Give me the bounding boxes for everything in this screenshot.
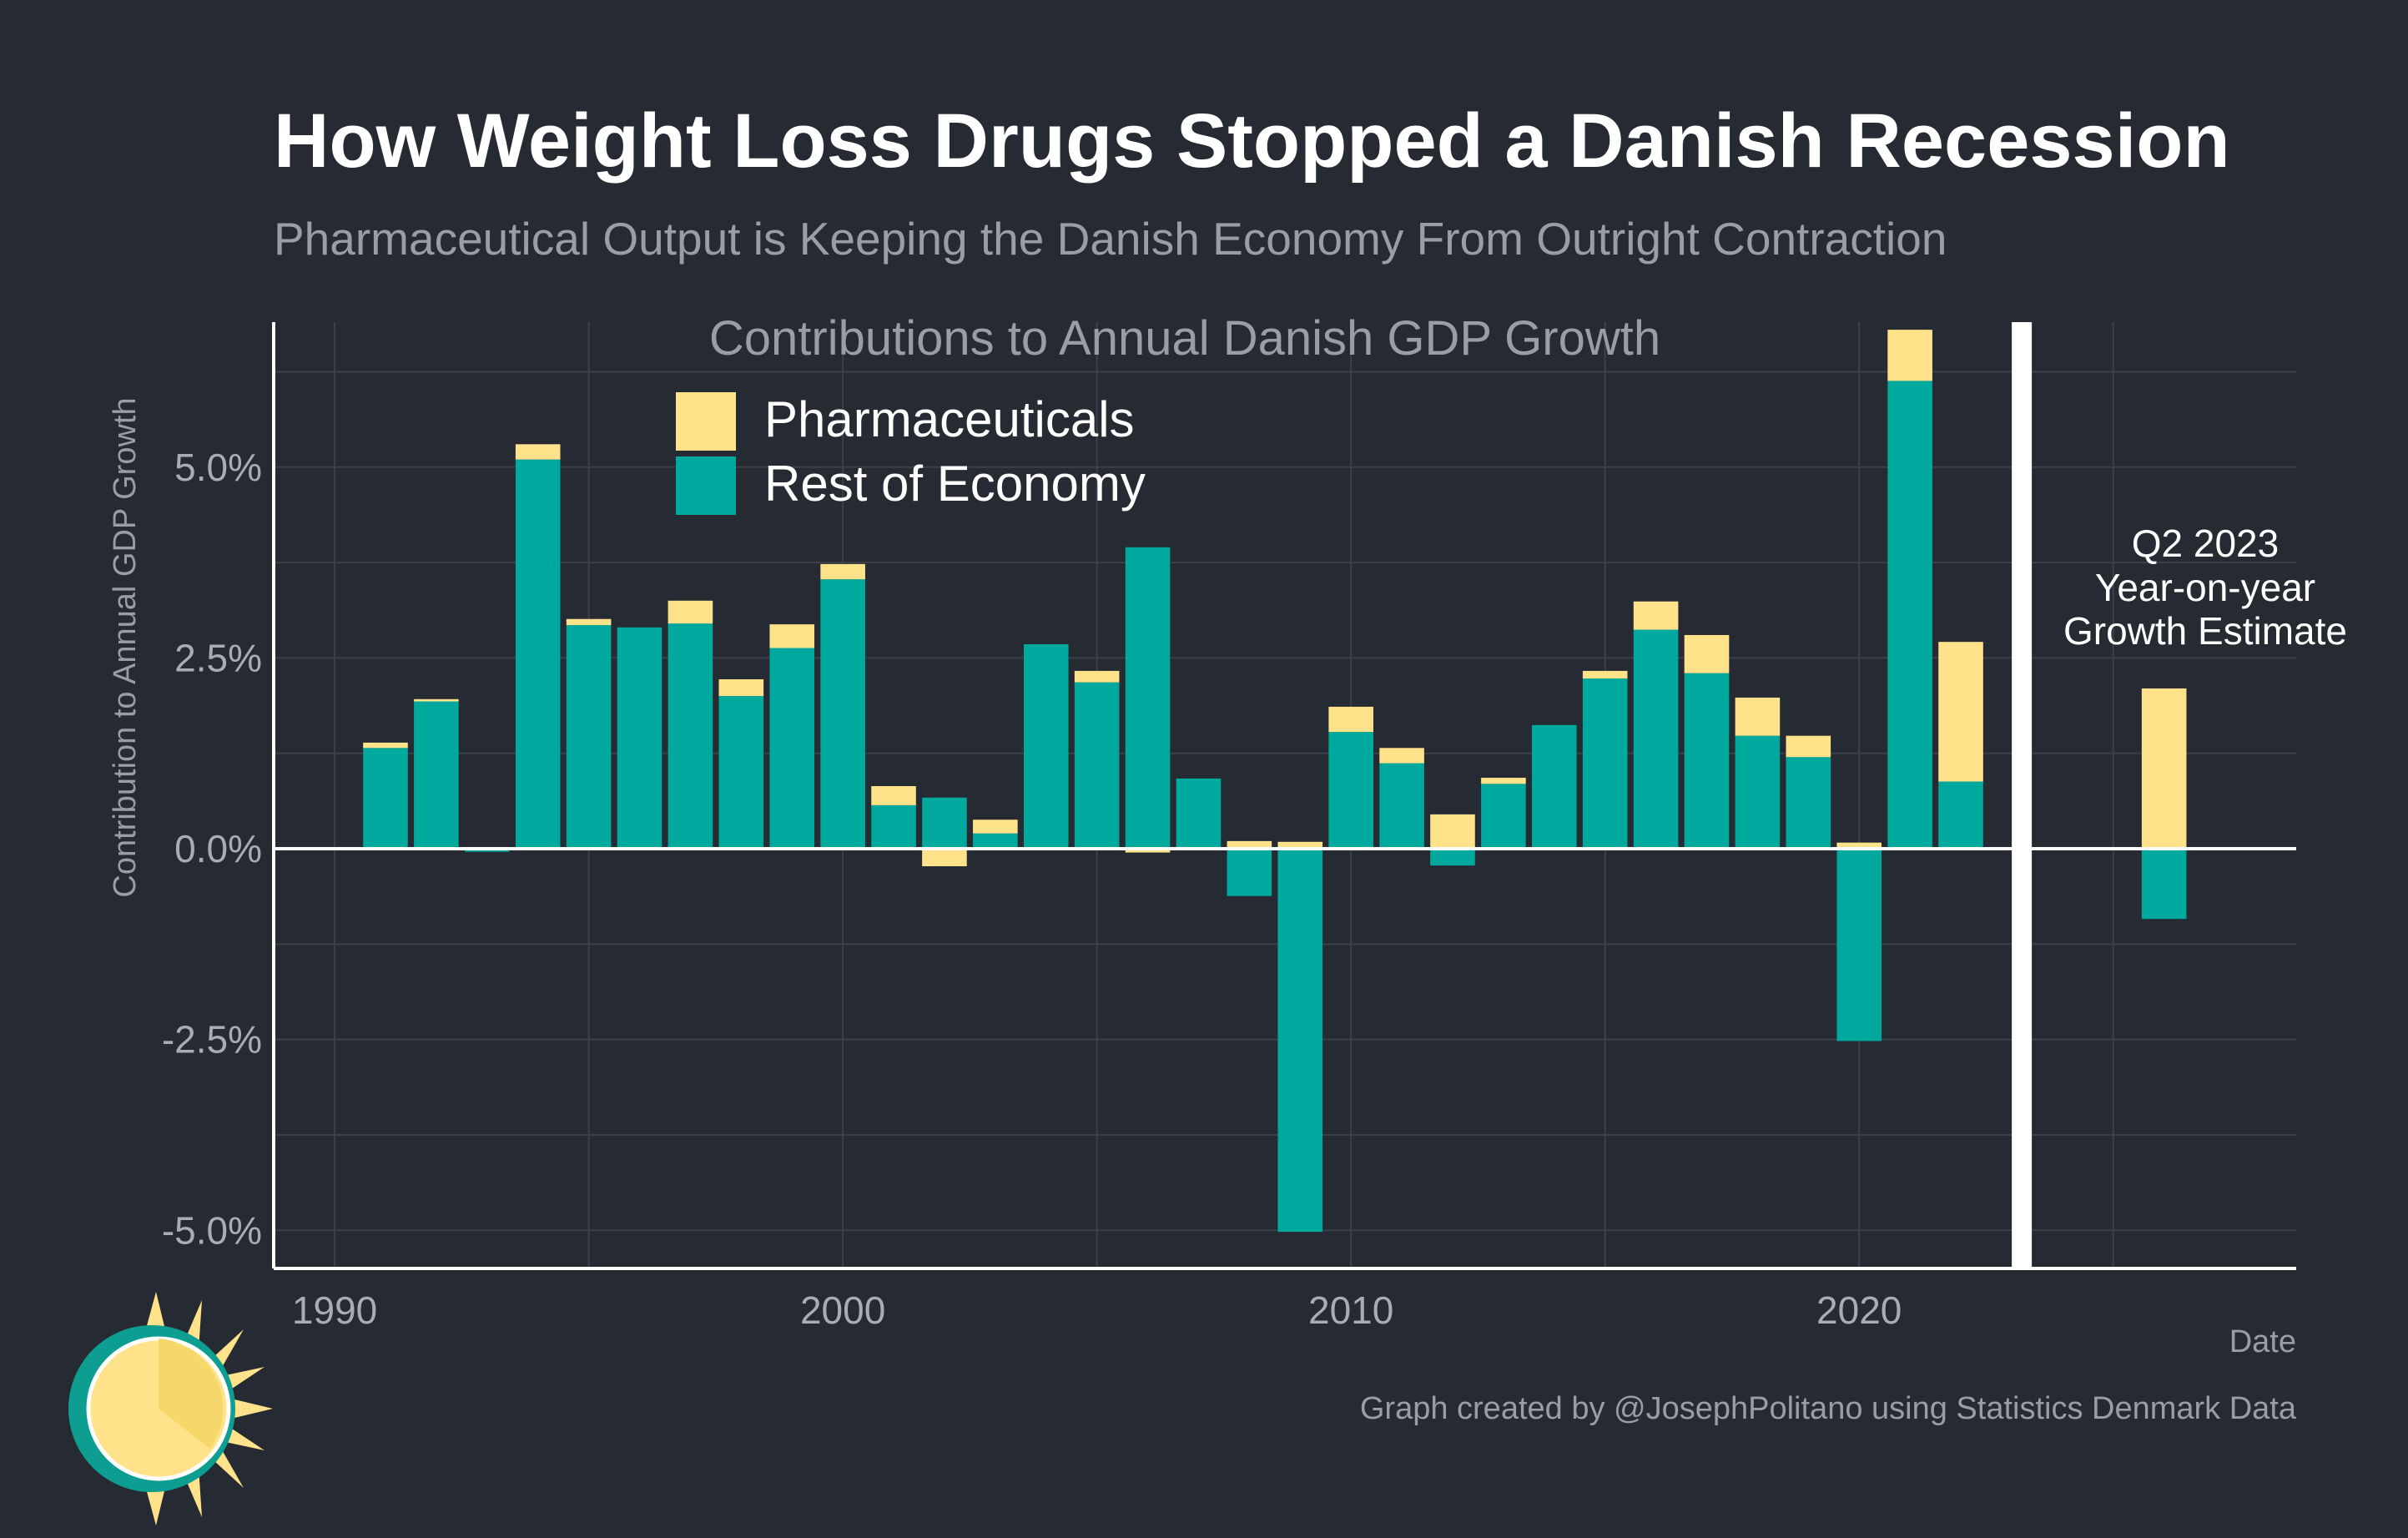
bar-pharmaceuticals — [1074, 670, 1120, 683]
bar-rest-of-economy — [414, 701, 459, 850]
sun-logo — [68, 1292, 273, 1525]
annotation-line-3: Growth Estimate — [2063, 609, 2347, 653]
x-tick-label: 2010 — [1308, 1288, 1393, 1332]
bar-rest-of-economy — [769, 648, 815, 850]
chart-subtitle: Pharmaceutical Output is Keeping the Dan… — [274, 213, 1947, 265]
bar-pharmaceuticals — [1379, 748, 1424, 764]
bar-pharmaceuticals — [1430, 814, 1475, 850]
bar-pharmaceuticals — [820, 563, 865, 580]
bar-rest-of-economy — [566, 625, 612, 850]
x-tick-label: 2020 — [1816, 1288, 1902, 1332]
bar-rest-of-economy — [1277, 849, 1323, 1233]
y-tick-label: 0.0% — [174, 827, 262, 870]
bar-rest-of-economy — [820, 579, 865, 850]
bar-pharmaceuticals — [973, 819, 1018, 834]
y-tick-label: -2.5% — [162, 1018, 262, 1061]
bar-rest-of-economy — [363, 748, 408, 850]
bar-rest-of-economy — [1379, 763, 1424, 850]
bar-rest-of-economy — [718, 696, 764, 850]
y-tick-label: -5.0% — [162, 1208, 262, 1252]
x-axis-label: Date — [2229, 1324, 2296, 1359]
bar-pharmaceuticals — [718, 678, 764, 697]
bar-pharmaceuticals — [1836, 842, 1882, 850]
bar-rest-of-economy — [1023, 643, 1069, 850]
bar-pharmaceuticals — [1786, 735, 1831, 758]
bar-rest-of-economy — [922, 797, 967, 850]
bar-rest-of-economy — [1481, 784, 1526, 850]
x-tick-label: 2000 — [800, 1288, 885, 1332]
y-tick-label: 5.0% — [174, 446, 262, 489]
bar-rest-of-economy — [1227, 849, 1272, 896]
x-tick-label: 1990 — [292, 1288, 377, 1332]
bar-rest-of-economy — [1074, 682, 1120, 850]
credit-text: Graph created by @JosephPolitano using S… — [1360, 1391, 2297, 1426]
legend: Pharmaceuticals Rest of Economy — [676, 391, 1146, 515]
bar-pharmaceuticals — [1735, 697, 1781, 736]
bar-pharmaceuticals — [1328, 706, 1373, 733]
chart-title: How Weight Loss Drugs Stopped a Danish R… — [274, 98, 2230, 184]
bar-pharmaceuticals — [1227, 840, 1272, 850]
y-axis-label: Contribution to Annual GDP Growth — [108, 397, 143, 897]
bar-rest-of-economy — [871, 804, 916, 850]
bar-pharmaceuticals — [922, 849, 967, 867]
bar-pharmaceuticals — [1582, 670, 1628, 679]
bar-rest-of-economy — [1125, 547, 1171, 850]
bar-rest-of-economy — [1633, 629, 1679, 850]
bar-rest-of-economy — [667, 623, 713, 850]
x-tick-labels: 1990 2000 2010 2020 — [292, 1288, 1902, 1332]
bar-pharmaceuticals — [1277, 841, 1323, 850]
bars — [363, 330, 2187, 1233]
bar-rest-of-economy — [1328, 732, 1373, 850]
bar-pharmaceuticals — [871, 786, 916, 805]
bar-pharmaceuticals — [1481, 777, 1526, 784]
bar-pharmaceuticals — [1938, 642, 1983, 782]
annotation-line-1: Q2 2023 — [2132, 522, 2279, 565]
bar-rest-of-economy — [973, 833, 1018, 850]
bar-rest-of-economy — [1176, 778, 1222, 850]
bar-pharmaceuticals — [1887, 330, 1932, 381]
bar-pharmaceuticals — [1125, 849, 1171, 853]
forecast-divider — [2012, 322, 2033, 1268]
bar-rest-of-economy — [1836, 849, 1882, 1041]
y-tick-label: 2.5% — [174, 636, 262, 679]
bar-rest-of-economy — [1582, 678, 1628, 850]
bar-pharmaceuticals — [769, 624, 815, 648]
bar-rest-of-economy — [1684, 673, 1730, 850]
bar-pharmaceuticals — [515, 444, 561, 460]
bar-rest-of-economy — [1430, 849, 1475, 866]
logo-sun-shade — [159, 1339, 224, 1449]
bar-rest-of-economy — [515, 459, 561, 850]
bar-pharmaceuticals — [566, 618, 612, 626]
bar-rest-of-economy — [617, 627, 662, 850]
legend-label-pharmaceuticals: Pharmaceuticals — [764, 391, 1135, 447]
bar-rest-of-economy — [1887, 381, 1932, 850]
bar-rest-of-economy — [1735, 735, 1781, 850]
legend-swatch-pharmaceuticals — [676, 392, 736, 451]
bar-rest-of-economy — [1531, 724, 1577, 850]
bar-rest-of-economy — [2141, 849, 2187, 920]
bar-pharmaceuticals — [414, 698, 459, 702]
annotation-line-2: Year-on-year — [2095, 566, 2315, 609]
inner-chart-title: Contributions to Annual Danish GDP Growt… — [709, 311, 1660, 366]
bar-rest-of-economy — [1786, 757, 1831, 850]
legend-label-rest-of-economy: Rest of Economy — [764, 456, 1146, 512]
bar-pharmaceuticals — [2141, 688, 2187, 850]
bar-pharmaceuticals — [363, 742, 408, 749]
bar-pharmaceuticals — [667, 600, 713, 624]
axes — [272, 322, 2296, 1270]
bar-pharmaceuticals — [1684, 634, 1730, 673]
y-tick-labels: 5.0% 2.5% 0.0% -2.5% -5.0% — [162, 446, 262, 1253]
estimate-annotation: Q2 2023 Year-on-year Growth Estimate — [2063, 522, 2347, 653]
legend-swatch-rest-of-economy — [676, 456, 736, 515]
bar-pharmaceuticals — [1633, 601, 1679, 630]
bar-rest-of-economy — [1938, 781, 1983, 850]
